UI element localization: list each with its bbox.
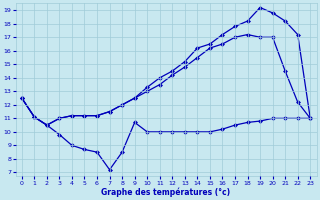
X-axis label: Graphe des températures (°c): Graphe des températures (°c)	[101, 187, 231, 197]
